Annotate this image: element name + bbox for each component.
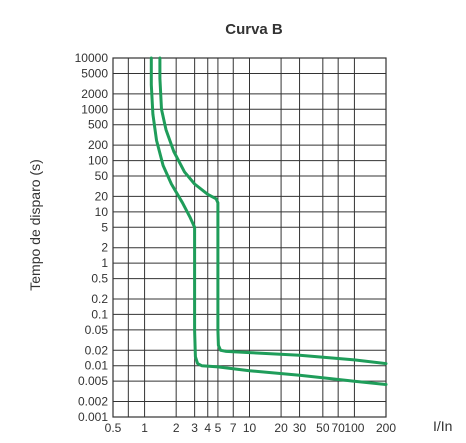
series-layer — [149, 56, 388, 386]
y-tick-label-21: 0.001 — [78, 410, 108, 424]
chart-title: Curva B — [225, 21, 283, 38]
x-tick-label-7: 10 — [243, 421, 257, 435]
y-tick-label-0: 10000 — [75, 51, 109, 65]
y-tick-label-11: 2 — [101, 241, 108, 255]
x-tick-label-5: 5 — [215, 421, 222, 435]
y-axis-label: Tempo de disparo (s) — [27, 159, 43, 291]
x-tick-label-11: 70 — [331, 421, 345, 435]
y-tick-label-7: 50 — [95, 169, 109, 183]
plot-frame — [112, 57, 387, 418]
x-tick-label-0: 0.5 — [105, 421, 122, 435]
y-tick-label-2: 2000 — [81, 87, 108, 101]
y-tick-label-15: 0.1 — [91, 307, 108, 321]
y-tick-label-18: 0.01 — [85, 359, 109, 373]
x-tick-label-10: 50 — [316, 421, 330, 435]
series-line-2 — [158, 56, 388, 366]
y-tick-label-13: 0.5 — [91, 272, 108, 286]
y-tick-label-6: 100 — [88, 154, 108, 168]
x-tick-label-9: 30 — [293, 421, 307, 435]
x-tick-label-12: 100 — [344, 421, 364, 435]
y-tick-label-1: 5000 — [81, 66, 108, 80]
y-tick-label-3: 1000 — [81, 102, 108, 116]
x-tick-label-6: 7 — [230, 421, 237, 435]
x-tick-labels: 0.5 1 2 3 4 5 7 10 20 30 50 70 100 200 — [105, 421, 397, 435]
y-tick-label-5: 200 — [88, 138, 108, 152]
series-line-1 — [149, 56, 388, 386]
y-tick-label-4: 500 — [88, 118, 108, 132]
y-tick-label-9: 10 — [95, 205, 109, 219]
y-tick-label-10: 5 — [101, 220, 108, 234]
y-tick-label-20: 0.002 — [78, 395, 108, 409]
y-tick-label-19: 0.005 — [78, 374, 108, 388]
x-tick-label-8: 20 — [274, 421, 288, 435]
y-tick-label-17: 0.02 — [85, 343, 109, 357]
x-tick-label-2: 2 — [173, 421, 180, 435]
x-tick-label-13: 200 — [376, 421, 396, 435]
y-tick-label-16: 0.05 — [85, 323, 109, 337]
x-tick-label-3: 3 — [191, 421, 198, 435]
y-tick-label-12: 1 — [101, 256, 108, 270]
y-tick-label-8: 20 — [95, 189, 109, 203]
x-tick-label-1: 1 — [141, 421, 148, 435]
x-axis-label: I/In — [433, 418, 452, 434]
x-tick-label-4: 4 — [204, 421, 211, 435]
y-tick-label-14: 0.2 — [91, 292, 108, 306]
grid — [113, 58, 386, 417]
